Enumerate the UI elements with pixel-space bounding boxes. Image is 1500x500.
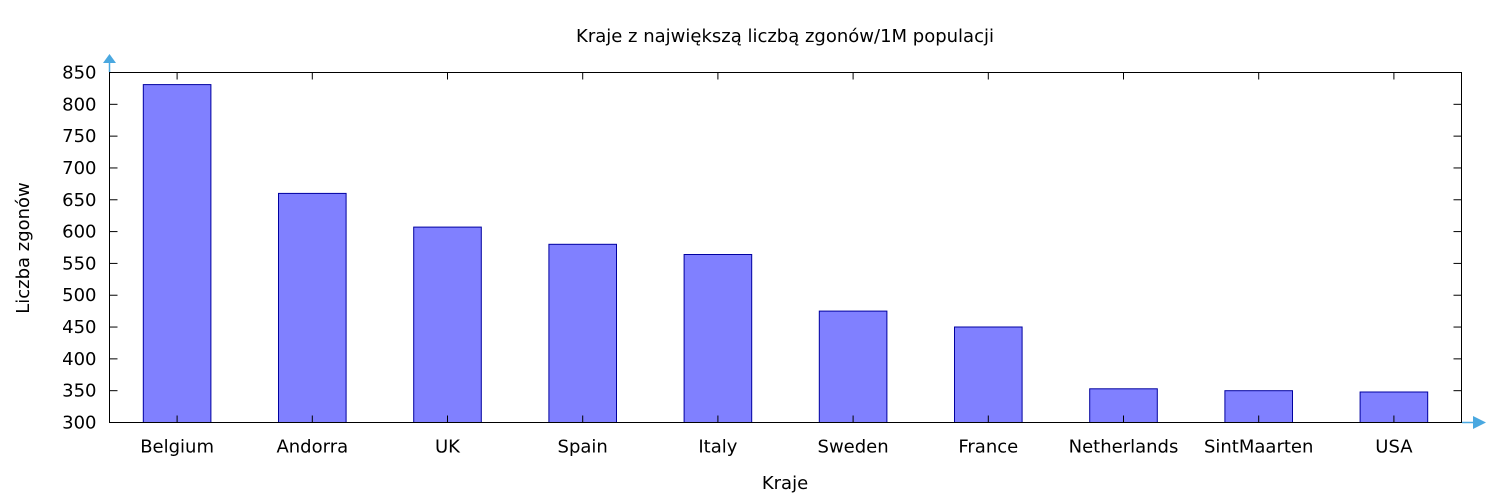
y-tick-label: 500 [62, 285, 96, 306]
y-tick-label: 600 [62, 222, 96, 243]
bar-spain [548, 243, 618, 423]
y-tick-label: 850 [62, 63, 96, 84]
x-tick-label: SintMaarten [1204, 437, 1313, 458]
y-tick-label: 300 [62, 413, 96, 434]
y-ticks-group: 300 350 400 450 500 550 600 650 700 750 800 850 [62, 63, 1462, 434]
y-tick-label: 450 [62, 317, 96, 338]
plot-frame [109, 72, 1462, 423]
bar-france [954, 326, 1023, 423]
bar-belgium [142, 84, 212, 423]
x-tick-label: Italy [698, 437, 737, 458]
x-tick-label: USA [1375, 437, 1413, 458]
chart-title: Kraje z największą liczbą zgonów/1M popu… [576, 26, 994, 47]
x-tick-label: France [958, 437, 1018, 458]
x-tick-label: Sweden [818, 437, 889, 458]
x-axis-label: Kraje [762, 473, 808, 494]
x-axis-arrow-icon [1462, 416, 1486, 429]
y-tick-label: 750 [62, 126, 96, 147]
y-tick-label: 700 [62, 158, 96, 179]
bar-sweden [818, 310, 888, 424]
y-axis-label: Liczba zgonów [13, 182, 34, 314]
x-ticks-group: Belgium Andorra UK Spain Italy Sweden France Ne… [140, 72, 1413, 458]
x-tick-label: UK [435, 437, 461, 458]
x-tick-label: Netherlands [1069, 437, 1179, 458]
bar-uk [413, 226, 482, 423]
y-tick-label: 650 [62, 190, 96, 211]
bar-italy [683, 254, 753, 423]
y-tick-label: 350 [62, 381, 96, 402]
y-axis-arrow-icon [103, 54, 116, 72]
y-tick-label: 550 [62, 253, 96, 274]
y-tick-label: 400 [62, 349, 96, 370]
x-tick-label: Belgium [140, 437, 214, 458]
y-tick-label: 800 [62, 94, 96, 115]
x-tick-label: Andorra [276, 437, 348, 458]
bar-andorra [278, 192, 347, 423]
x-tick-label: Spain [558, 437, 608, 458]
bars-group [142, 84, 1429, 424]
